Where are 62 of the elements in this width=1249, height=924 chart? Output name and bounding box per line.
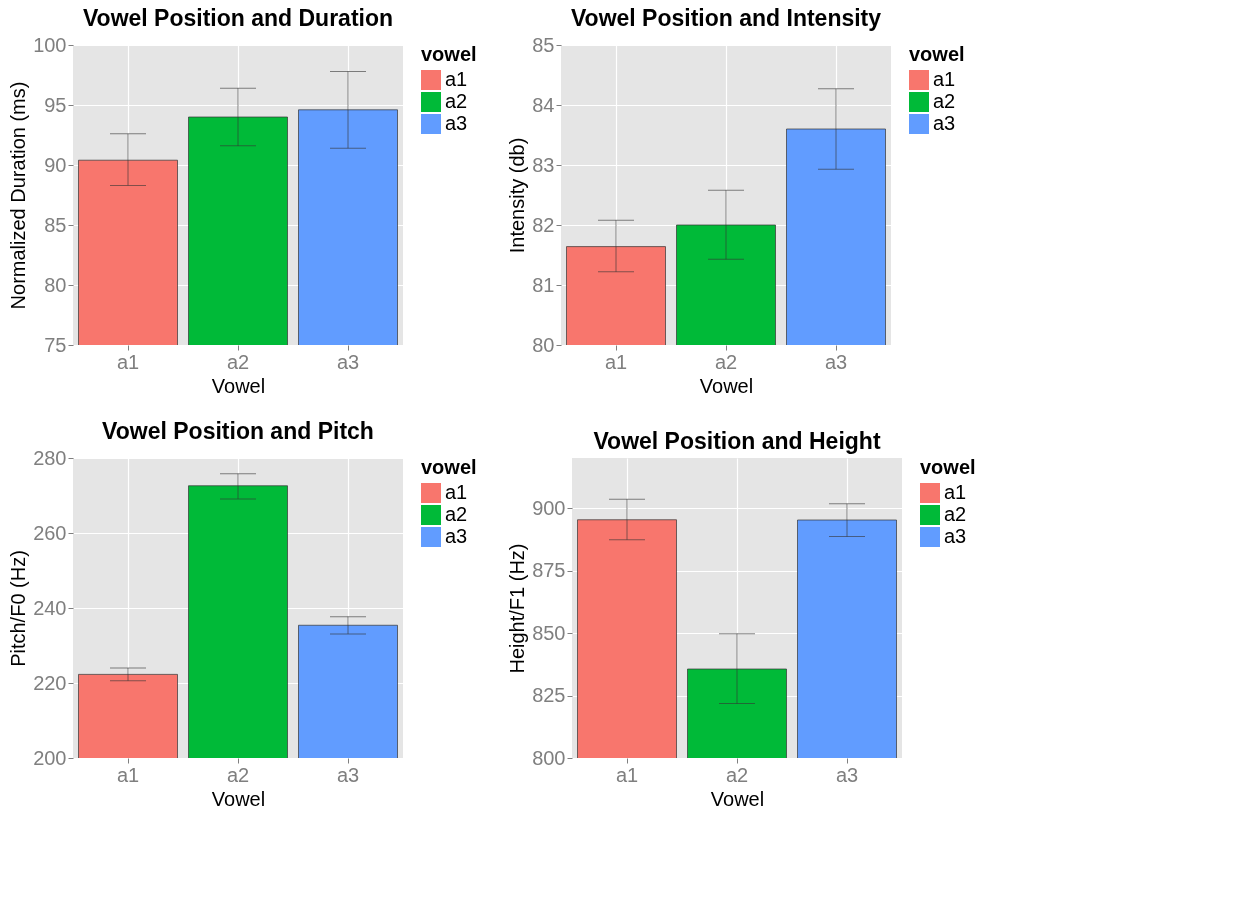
y-tick-label: 80 [44, 273, 67, 296]
y-tick-label: 875 [532, 559, 566, 581]
y-tick-label: 850 [532, 621, 566, 644]
y-tick-label: 825 [532, 684, 566, 706]
y-tick-label: 280 [33, 446, 67, 469]
legend-title: vowel [920, 456, 976, 478]
legend-label: a3 [944, 525, 967, 547]
legend-title: vowel [421, 456, 477, 478]
y-axis-title: Height/F1 (Hz) [506, 543, 529, 674]
x-tick-label: a1 [615, 763, 639, 786]
legend-label: a2 [944, 503, 967, 525]
y-tick-label: 81 [532, 273, 555, 296]
legend-label: a2 [445, 503, 468, 525]
x-axis-title: Vowel [699, 374, 754, 397]
y-tick-label: 84 [532, 93, 555, 116]
x-tick-label: a1 [604, 350, 628, 373]
y-tick-label: 240 [33, 596, 67, 619]
legend-label: a3 [445, 112, 468, 134]
y-tick-label: 200 [33, 746, 67, 769]
x-tick-label: a3 [336, 763, 360, 786]
y-tick-label: 82 [532, 213, 555, 236]
x-tick-label: a1 [116, 763, 140, 786]
x-tick-label: a2 [226, 350, 250, 373]
y-tick-label: 100 [33, 33, 67, 56]
legend-label: a3 [933, 112, 956, 134]
legend-label: a3 [445, 525, 468, 547]
y-tick-label: 80 [532, 333, 555, 356]
legend-label: a1 [933, 68, 956, 90]
legend-label: a1 [944, 481, 967, 503]
legend-label: a1 [445, 68, 468, 90]
y-tick-label: 83 [532, 153, 555, 176]
y-tick-label: 90 [44, 153, 67, 176]
legend-label: a2 [445, 90, 468, 112]
y-tick-label: 75 [44, 333, 67, 356]
y-tick-label: 220 [33, 671, 67, 694]
x-tick-label: a3 [835, 763, 859, 786]
legend-label: a2 [933, 90, 956, 112]
y-tick-label: 260 [33, 521, 67, 544]
x-axis-title: Vowel [211, 374, 266, 397]
chart-title: Vowel Position and Duration [82, 5, 394, 31]
x-axis-title: Vowel [710, 787, 765, 810]
legend-title: vowel [909, 43, 965, 65]
chart-title: Vowel Position and Intensity [570, 5, 882, 31]
y-tick-label: 85 [532, 33, 555, 56]
x-tick-label: a3 [336, 350, 360, 373]
x-axis-title: Vowel [211, 787, 266, 810]
y-axis-title: Normalized Duration (ms) [7, 81, 30, 310]
y-tick-label: 95 [44, 93, 67, 116]
chart-title: Vowel Position and Pitch [102, 418, 374, 444]
x-tick-label: a2 [714, 350, 738, 373]
legend-title: vowel [421, 43, 477, 65]
x-tick-label: a1 [116, 350, 140, 373]
y-axis-title: Intensity (db) [506, 137, 529, 254]
chart-title: Vowel Position and Height [593, 428, 881, 454]
y-tick-label: 900 [532, 496, 566, 519]
x-tick-label: a2 [226, 763, 250, 786]
y-tick-label: 800 [532, 746, 566, 769]
y-axis-title: Pitch/F0 (Hz) [7, 550, 30, 667]
x-tick-label: a2 [725, 763, 749, 786]
legend-label: a1 [445, 481, 468, 503]
y-tick-label: 85 [44, 213, 67, 236]
x-tick-label: a3 [824, 350, 848, 373]
